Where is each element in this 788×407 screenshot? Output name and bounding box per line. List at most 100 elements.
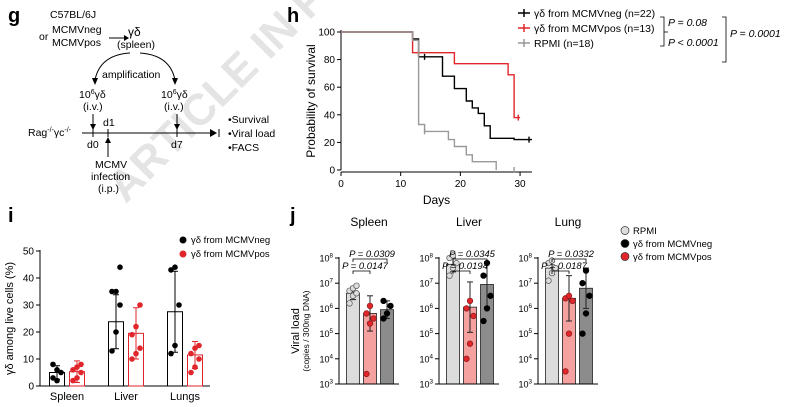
y-tick-label-exp: 7 xyxy=(329,278,333,285)
pvalue-rpmi-vs-pos: P = 0.0187 xyxy=(541,261,588,272)
pvalue-bracket-outer xyxy=(722,16,727,63)
survival-curve xyxy=(341,31,521,119)
infection-line2: infection xyxy=(91,171,130,183)
y-tick-label: 40 xyxy=(23,274,35,285)
recipient-gc-sup: -/- xyxy=(64,127,71,134)
y-tick-label-exp: 3 xyxy=(329,379,333,386)
y-tick-label: 106 xyxy=(419,303,433,314)
data-point xyxy=(463,355,470,362)
infection-line1: MCMV xyxy=(95,159,127,171)
y-tick-label-base: 10 xyxy=(518,380,528,390)
dose-d0-cells: γδ xyxy=(95,89,106,101)
pvalue-neg-vs-pos: P = 0.08 xyxy=(668,17,707,29)
y-tick-label: 104 xyxy=(518,353,532,364)
data-point xyxy=(383,310,391,317)
data-point xyxy=(54,367,60,373)
y-tick-label-base: 10 xyxy=(319,304,329,314)
y-tick-label: 108 xyxy=(419,253,433,264)
data-point xyxy=(582,310,590,317)
data-point xyxy=(569,297,576,304)
survival-curve xyxy=(341,31,532,141)
data-point xyxy=(366,302,374,310)
route-d7: (i.v.) xyxy=(164,101,184,113)
pvalue-rpmi-vs-neg: P = 0.0345 xyxy=(449,249,496,260)
data-point xyxy=(562,368,569,375)
dose-d7-base: 10 xyxy=(161,89,173,101)
recipient-rag-sup: -/- xyxy=(47,127,54,134)
pvalue-pos-vs-rpmi: P < 0.0001 xyxy=(668,37,719,49)
organ-title: Liver xyxy=(456,215,482,229)
data-point xyxy=(387,302,394,310)
y-tick-label: 100 xyxy=(318,28,335,39)
y-tick-label-exp: 3 xyxy=(429,379,433,386)
y-axis-label: Viral load xyxy=(290,308,302,354)
arrow-head xyxy=(174,124,180,130)
y-tick-label: 107 xyxy=(518,278,532,289)
y-tick-label-exp: 8 xyxy=(429,253,433,260)
y-tick-label-exp: 7 xyxy=(429,278,433,285)
y-tick-label-base: 10 xyxy=(518,354,528,364)
y-tick-label-exp: 6 xyxy=(329,303,333,310)
y-tick-label: 103 xyxy=(319,379,333,390)
y-tick-label: 106 xyxy=(518,303,532,314)
y-tick-label: 108 xyxy=(518,253,532,264)
x-tick-label: 0 xyxy=(338,179,344,190)
data-point xyxy=(353,290,360,297)
data-point xyxy=(70,377,76,384)
y-tick-label-exp: 6 xyxy=(528,303,532,310)
legend-entry: γδ from MCMVpos xyxy=(191,249,270,260)
dose-d0-exp: 6 xyxy=(91,89,95,96)
data-point xyxy=(137,302,143,308)
pvalue-neg-vs-rpmi: P = 0.0001 xyxy=(730,28,781,40)
organ-title: Spleen xyxy=(350,215,387,229)
y-tick-label-base: 10 xyxy=(319,354,329,364)
data-point xyxy=(363,370,370,378)
y-tick-label: 103 xyxy=(419,379,433,390)
legend-entry: RPMI xyxy=(633,226,657,237)
data-point xyxy=(565,330,573,337)
y-axis-label: γδ among live cells (%) xyxy=(4,262,16,375)
legend-entry: RPMI (n=18) xyxy=(534,38,594,50)
y-tick-label: 107 xyxy=(319,278,333,289)
y-tick-label: 105 xyxy=(419,328,433,339)
arrow-head xyxy=(92,78,98,85)
data-point xyxy=(78,361,84,368)
data-point xyxy=(133,323,139,330)
y-tick-label-base: 10 xyxy=(419,254,429,264)
y-tick-label-base: 10 xyxy=(518,254,528,264)
data-point xyxy=(380,297,387,304)
panel-g-letter: g xyxy=(8,5,20,27)
data-point xyxy=(565,292,573,299)
recipient-mouse: Rag-/-γc-/- xyxy=(28,127,72,139)
data-point xyxy=(192,364,198,370)
y-tick-label-exp: 5 xyxy=(429,328,433,335)
survival-axes: 0 20 40 60 80 100 0 10 20 30 Days Probability of su… xyxy=(304,28,532,207)
pvalue-rpmi-vs-pos: P = 0.0147 xyxy=(342,261,389,272)
y-tick-label-base: 10 xyxy=(319,329,329,339)
data-point xyxy=(545,277,552,284)
significance-bracket xyxy=(452,270,471,274)
y-tick-label: 30 xyxy=(23,301,35,312)
significance-bracket xyxy=(452,258,488,262)
gd-cells-label: γδ xyxy=(128,25,141,39)
category-label: Lungs xyxy=(170,391,200,403)
y-tick-label-base: 10 xyxy=(319,254,329,264)
y-tick-label: 104 xyxy=(419,353,433,364)
data-point xyxy=(50,361,56,368)
data-point xyxy=(188,350,194,357)
y-tick-label: 0 xyxy=(28,382,34,393)
data-point xyxy=(192,345,198,352)
panel-g-schematic: g C57BL/6J or MCMVneg MCMVpos γδ (spleen… xyxy=(8,5,275,195)
data-point xyxy=(579,280,586,287)
data-point xyxy=(196,342,202,349)
arrow-head xyxy=(172,78,178,85)
panel-j-viral-load: j Viral load (copies / 300ng DNA) Spleen 10… xyxy=(289,205,712,390)
recipient-rag: Rag xyxy=(28,127,47,139)
pvalue-rpmi-vs-pos: P = 0.0194 xyxy=(442,261,488,272)
y-tick-label-exp: 5 xyxy=(528,328,532,335)
y-tick-label: 80 xyxy=(324,55,336,66)
pvalue-rpmi-vs-neg: P = 0.0309 xyxy=(349,249,396,260)
significance-bracket xyxy=(352,258,388,262)
panel-i-letter: i xyxy=(8,205,14,227)
data-point xyxy=(196,356,202,362)
